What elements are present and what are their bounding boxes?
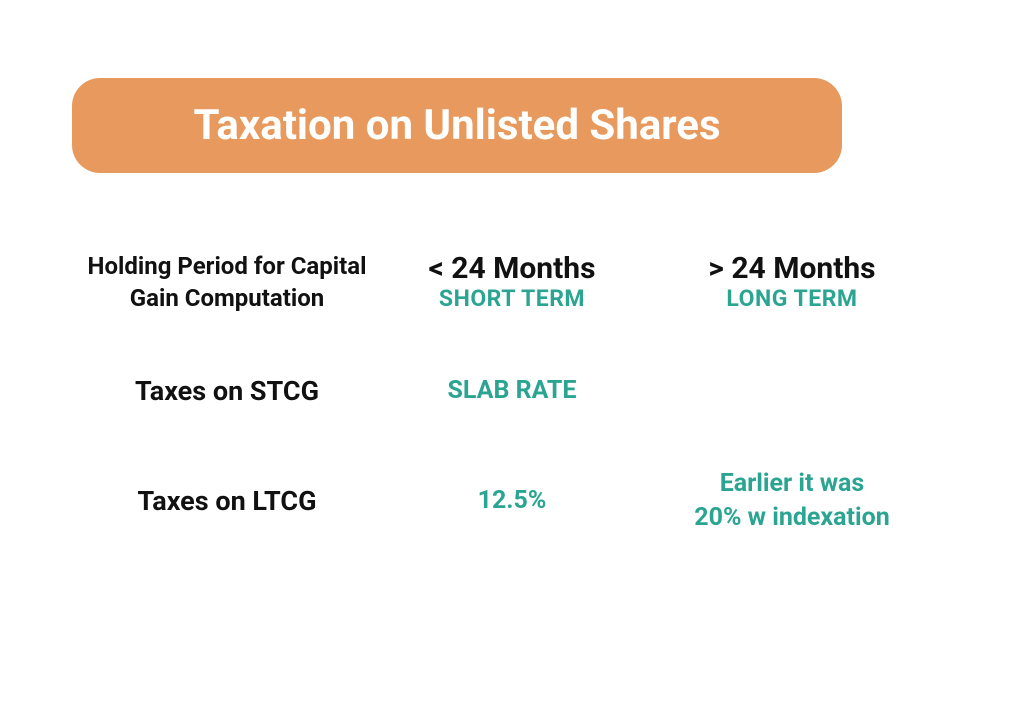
ltcg-right-cell: Earlier it was 20% w indexation <box>642 467 942 535</box>
ltcg-value-cell: 12.5% <box>382 486 642 515</box>
tax-table: Holding Period for Capital Gain Computat… <box>72 250 972 594</box>
row-ltcg: Taxes on LTCG 12.5% Earlier it was 20% w… <box>72 467 972 535</box>
stcg-label: Taxes on STCG <box>72 375 382 407</box>
row-stcg: Taxes on STCG SLAB RATE <box>72 375 972 407</box>
holding-short-term: < 24 Months SHORT TERM <box>382 252 642 312</box>
ltcg-note-line2: 20% w indexation <box>642 501 942 535</box>
title-bar: Taxation on Unlisted Shares <box>72 78 842 173</box>
long-term-months: > 24 Months <box>642 252 942 285</box>
holding-label-line1: Holding Period for Capital <box>72 250 382 282</box>
holding-label-line2: Gain Computation <box>72 282 382 314</box>
stcg-rate: SLAB RATE <box>382 376 642 405</box>
long-term-label: LONG TERM <box>642 285 942 312</box>
ltcg-label-cell: Taxes on LTCG <box>72 485 382 517</box>
short-term-months: < 24 Months <box>382 252 642 285</box>
ltcg-label: Taxes on LTCG <box>72 485 382 517</box>
ltcg-note-line1: Earlier it was <box>642 467 942 501</box>
ltcg-rate: 12.5% <box>382 486 642 515</box>
short-term-label: SHORT TERM <box>382 285 642 312</box>
stcg-label-cell: Taxes on STCG <box>72 375 382 407</box>
stcg-value-cell: SLAB RATE <box>382 376 642 405</box>
row-holding-period: Holding Period for Capital Gain Computat… <box>72 250 972 315</box>
holding-period-label: Holding Period for Capital Gain Computat… <box>72 250 382 315</box>
page-title: Taxation on Unlisted Shares <box>193 101 720 150</box>
holding-long-term: > 24 Months LONG TERM <box>642 252 942 312</box>
